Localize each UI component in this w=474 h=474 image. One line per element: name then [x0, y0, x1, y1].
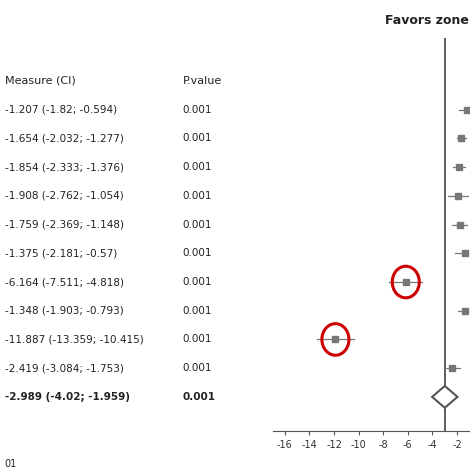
Text: -11.887 (-13.359; -10.415): -11.887 (-13.359; -10.415)	[5, 335, 144, 345]
Text: -1.654 (-2.032; -1.277): -1.654 (-2.032; -1.277)	[5, 133, 124, 144]
Text: Measure (CI): Measure (CI)	[5, 76, 75, 86]
Text: P.value: P.value	[182, 76, 222, 86]
Text: 0.001: 0.001	[182, 335, 212, 345]
Text: Favors zone: Favors zone	[385, 14, 469, 27]
Text: 0.001: 0.001	[182, 191, 212, 201]
Text: 0.001: 0.001	[182, 363, 212, 373]
Text: -1.207 (-1.82; -0.594): -1.207 (-1.82; -0.594)	[5, 105, 117, 115]
Text: -1.908 (-2.762; -1.054): -1.908 (-2.762; -1.054)	[5, 191, 124, 201]
Text: 0.001: 0.001	[182, 162, 212, 172]
Text: 0.001: 0.001	[182, 392, 216, 402]
Text: -1.348 (-1.903; -0.793): -1.348 (-1.903; -0.793)	[5, 306, 124, 316]
Text: -6.164 (-7.511; -4.818): -6.164 (-7.511; -4.818)	[5, 277, 124, 287]
Text: -2.419 (-3.084; -1.753): -2.419 (-3.084; -1.753)	[5, 363, 124, 373]
Polygon shape	[432, 386, 457, 408]
Text: 0.001: 0.001	[182, 277, 212, 287]
Text: -1.854 (-2.333; -1.376): -1.854 (-2.333; -1.376)	[5, 162, 124, 172]
Text: -2.989 (-4.02; -1.959): -2.989 (-4.02; -1.959)	[5, 392, 130, 402]
Text: -1.375 (-2.181; -0.57): -1.375 (-2.181; -0.57)	[5, 248, 117, 258]
Text: 0.001: 0.001	[182, 133, 212, 144]
Text: 0.001: 0.001	[182, 219, 212, 229]
Text: 0.001: 0.001	[182, 306, 212, 316]
Text: 0.001: 0.001	[182, 248, 212, 258]
Text: -1.759 (-2.369; -1.148): -1.759 (-2.369; -1.148)	[5, 219, 124, 229]
Text: 0.001: 0.001	[182, 105, 212, 115]
Text: 01: 01	[5, 459, 17, 469]
